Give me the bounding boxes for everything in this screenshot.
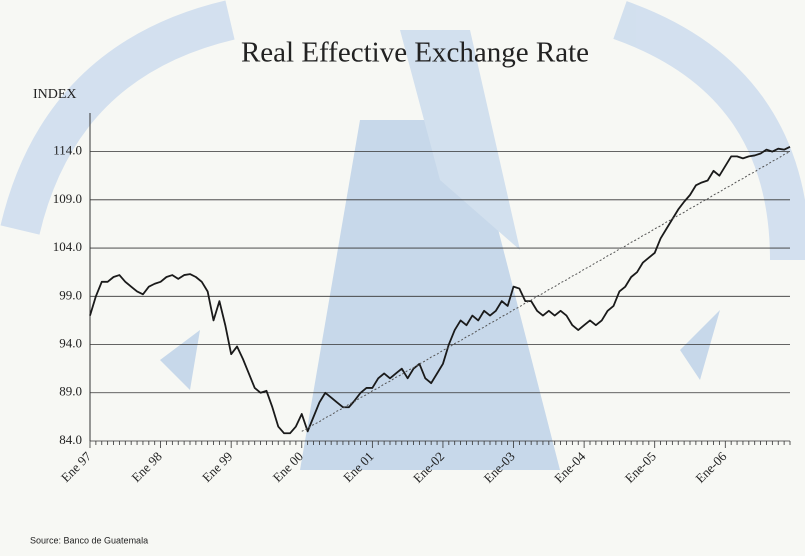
y-axis-label: INDEX: [33, 87, 77, 102]
watermark-ring: [613, 1, 805, 261]
trend-line: [301, 151, 791, 432]
watermark-temple: [300, 120, 560, 470]
data-line: [89, 145, 791, 435]
y-tick-label: 99.0: [59, 287, 82, 302]
watermark-bird: [400, 30, 520, 250]
watermark-ring: [0, 0, 235, 235]
y-tick-label: 109.0: [53, 191, 82, 206]
source-note: Source: Banco de Guatemala: [30, 535, 148, 545]
y-tick-label: 104.0: [53, 239, 82, 254]
y-tick-label: 114.0: [53, 143, 82, 158]
chart-title: Real Effective Exchange Rate: [241, 37, 589, 69]
watermark: [0, 0, 805, 470]
y-tick-label: 89.0: [59, 384, 82, 399]
y-tick-label: 84.0: [59, 432, 82, 447]
y-tick-label: 94.0: [59, 336, 82, 351]
